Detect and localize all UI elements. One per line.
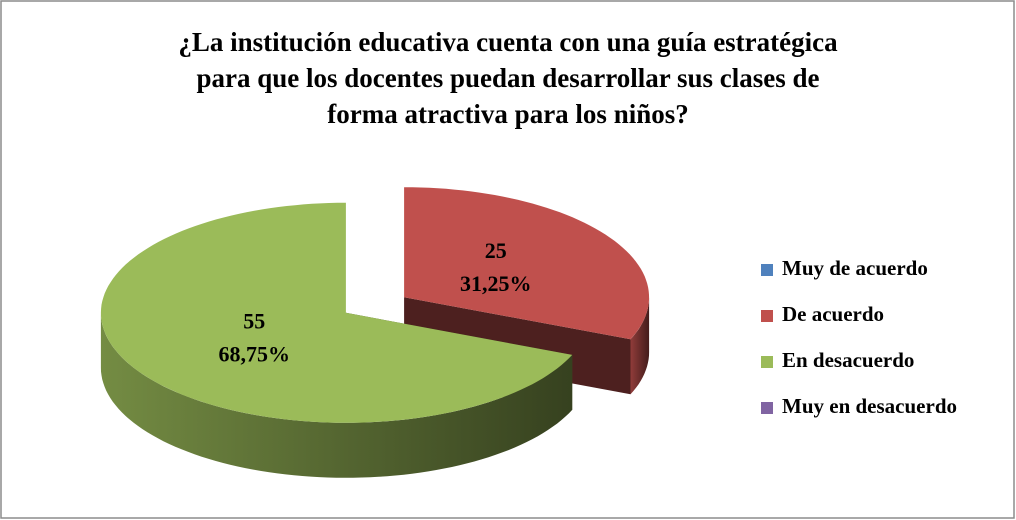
data-label: 25 <box>485 238 507 263</box>
legend-swatch <box>761 402 773 414</box>
slice-side <box>100 312 573 478</box>
slice-top <box>100 202 573 423</box>
slice-top <box>404 187 650 340</box>
legend-label: De acuerdo <box>782 302 884 326</box>
slice-side <box>630 297 650 395</box>
data-label-percent: 68,75% <box>218 341 290 366</box>
chart-title: ¿La institución educativa cuenta con una… <box>178 27 838 129</box>
legend-swatch <box>761 310 773 322</box>
legend-label: Muy en desacuerdo <box>782 394 957 418</box>
legend-label: Muy de acuerdo <box>782 256 928 280</box>
data-label-percent: 31,25% <box>460 271 532 296</box>
legend-swatch <box>761 264 773 276</box>
data-label: 55 <box>243 308 265 333</box>
legend-label: En desacuerdo <box>782 348 914 372</box>
legend-swatch <box>761 356 773 368</box>
pie-slice <box>100 202 573 478</box>
